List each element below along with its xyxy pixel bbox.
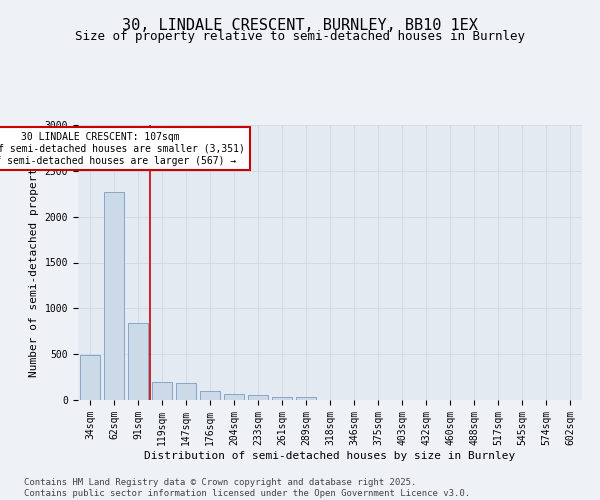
- Bar: [80, 355, 100, 400]
- Text: 30 LINDALE CRESCENT: 107sqm
← 85% of semi-detached houses are smaller (3,351)
14: 30 LINDALE CRESCENT: 107sqm ← 85% of sem…: [0, 132, 245, 166]
- Bar: [272, 397, 292, 400]
- Bar: [224, 394, 244, 400]
- Bar: [296, 398, 316, 400]
- Text: 30, LINDALE CRESCENT, BURNLEY, BB10 1EX: 30, LINDALE CRESCENT, BURNLEY, BB10 1EX: [122, 18, 478, 32]
- Bar: [176, 383, 196, 400]
- Bar: [104, 192, 124, 400]
- Bar: [248, 395, 268, 400]
- Bar: [128, 323, 148, 400]
- Bar: [200, 392, 220, 400]
- Y-axis label: Number of semi-detached properties: Number of semi-detached properties: [29, 148, 39, 377]
- Bar: [152, 382, 172, 400]
- Text: Contains HM Land Registry data © Crown copyright and database right 2025.
Contai: Contains HM Land Registry data © Crown c…: [24, 478, 470, 498]
- Text: Size of property relative to semi-detached houses in Burnley: Size of property relative to semi-detach…: [75, 30, 525, 43]
- X-axis label: Distribution of semi-detached houses by size in Burnley: Distribution of semi-detached houses by …: [145, 450, 515, 460]
